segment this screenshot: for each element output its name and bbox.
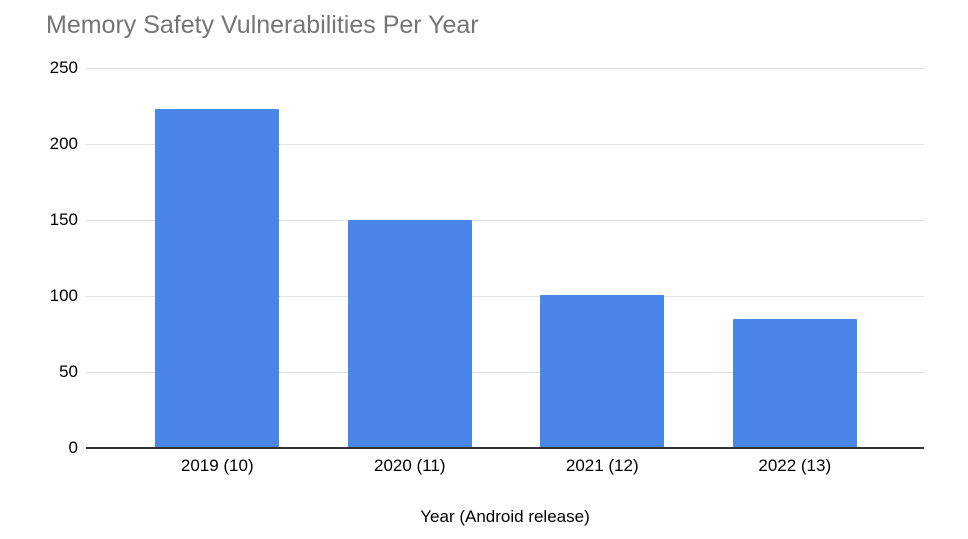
plot-area [86, 68, 924, 449]
x-axis: 2019 (10) 2020 (11) 2021 (12) 2022 (13) [121, 456, 891, 476]
bar [732, 318, 857, 448]
bar-column [699, 68, 892, 448]
x-tick-label: 2020 (11) [373, 456, 446, 475]
bar [155, 109, 280, 448]
y-axis: 0 50 100 150 200 250 [0, 59, 78, 457]
bar [347, 220, 472, 448]
y-tick-label: 0 [68, 438, 78, 457]
y-tick-label: 100 [49, 286, 78, 305]
bar-column [506, 68, 699, 448]
y-tick-label: 150 [49, 210, 78, 229]
x-tick-label: 2022 (13) [758, 456, 832, 475]
bar-series [121, 68, 891, 448]
gridline [86, 220, 924, 221]
x-tick-label: 2019 (10) [180, 456, 254, 475]
y-tick-label: 200 [49, 134, 78, 153]
x-tick-label: 2021 (12) [565, 456, 639, 475]
x-axis-baseline [86, 447, 924, 449]
x-axis-title: Year (Android release) [420, 507, 590, 526]
gridline [86, 372, 924, 373]
gridline [86, 68, 924, 69]
bar [540, 294, 665, 448]
bar-column [314, 68, 507, 448]
bar-column [121, 68, 314, 448]
y-tick-label: 250 [49, 58, 78, 77]
gridline [86, 296, 924, 297]
y-tick-label: 50 [59, 362, 78, 381]
chart-title: Memory Safety Vulnerabilities Per Year [46, 11, 479, 39]
gridline [86, 144, 924, 145]
